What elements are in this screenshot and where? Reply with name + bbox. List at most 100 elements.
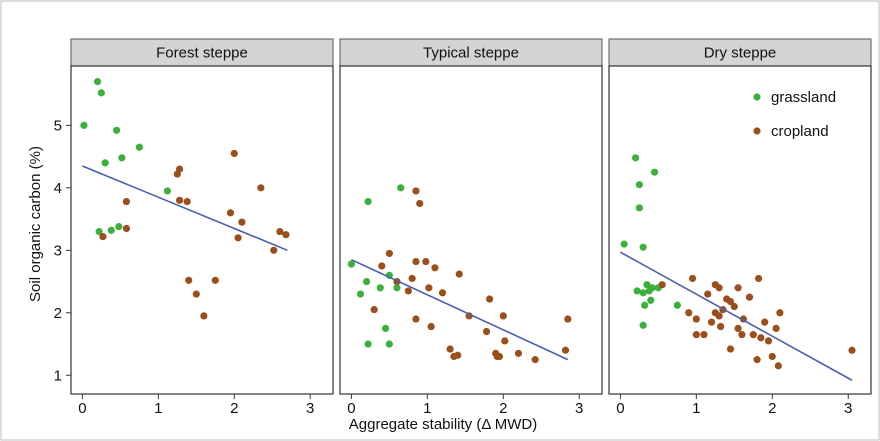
grassland-point	[362, 277, 371, 286]
cropland-point	[99, 232, 107, 241]
cropland-point	[211, 276, 219, 284]
cropland-point	[370, 306, 378, 314]
cropland-point	[704, 290, 712, 298]
grassland-point	[639, 243, 647, 251]
cropland-point	[425, 284, 433, 292]
cropland-point	[412, 187, 420, 195]
x-tick-label: 1	[423, 400, 431, 417]
grassland-point	[381, 324, 390, 332]
cropland-point	[749, 331, 757, 339]
grassland-point	[347, 260, 355, 268]
x-tick-label: 3	[306, 400, 314, 417]
grassland-point	[639, 289, 647, 297]
cropland-point	[772, 324, 780, 332]
cropland-point	[378, 262, 386, 270]
panel-strip	[608, 38, 872, 67]
grassland-point	[635, 181, 643, 189]
cropland-point	[282, 231, 290, 239]
cropland-point	[499, 312, 507, 320]
grassland-point	[647, 296, 655, 304]
cropland-point	[715, 312, 723, 320]
x-tick-label: 3	[844, 400, 852, 417]
panel-title: Forest steppe	[156, 45, 248, 62]
cropland-point	[404, 287, 412, 295]
trend-line	[82, 165, 288, 252]
trend-line	[620, 251, 853, 381]
cropland-point	[753, 356, 761, 364]
cropland-point	[768, 352, 776, 361]
x-tick-label: 2	[230, 400, 238, 417]
grassland-point	[95, 227, 103, 236]
y-tick-label: 2	[54, 305, 62, 322]
legend: grassland cropland	[753, 89, 836, 140]
y-tick-label: 3	[54, 242, 62, 259]
grassland-point	[673, 301, 681, 309]
cropland-point	[412, 257, 420, 266]
grassland-point	[101, 159, 109, 167]
cropland-point	[514, 349, 523, 357]
grassland-point	[620, 240, 628, 248]
grassland-point	[643, 281, 651, 289]
panel-2: Typical steppe 0 1 2 3	[339, 38, 603, 417]
cropland-point	[734, 284, 742, 292]
grassland-point	[115, 222, 123, 231]
x-tick-label: 0	[616, 400, 624, 417]
cropland-point	[431, 264, 439, 272]
cropland-point	[685, 309, 693, 317]
grassland-point	[631, 154, 640, 162]
panel-title: Dry steppe	[704, 45, 777, 62]
legend-cropland-label: cropland	[771, 123, 829, 140]
cropland-point	[226, 209, 235, 217]
grassland-point	[376, 284, 384, 292]
cropland-point	[745, 293, 754, 301]
cropland-point	[200, 312, 208, 320]
cropland-point	[726, 345, 735, 353]
cropland-point	[385, 249, 393, 258]
panel-strip	[70, 38, 334, 67]
cropland-point	[122, 224, 131, 233]
cropland-point	[175, 165, 184, 173]
y-tick-label: 4	[54, 180, 62, 197]
x-tick-label: 3	[575, 400, 583, 417]
grassland-point	[80, 121, 88, 129]
cropland-point	[454, 351, 462, 359]
grassland-point	[163, 187, 172, 195]
cropland-point	[234, 234, 242, 242]
cropland-point	[730, 302, 738, 311]
cropland-point	[486, 295, 494, 303]
x-tick-label: 0	[347, 400, 355, 417]
cropland-point	[774, 362, 782, 370]
grassland-point	[639, 321, 647, 329]
cropland-point	[658, 281, 666, 289]
cropland-point	[408, 274, 416, 283]
cropland-point	[692, 315, 700, 323]
y-axis-title: Soil organic carbon (%)	[27, 146, 44, 302]
y-tick-label: 5	[54, 117, 62, 134]
x-tick-label: 2	[768, 400, 776, 417]
cropland-point	[270, 246, 278, 254]
legend-grassland-label: grassland	[771, 89, 836, 106]
cropland-point	[564, 315, 572, 323]
cropland-point	[734, 324, 742, 332]
cropland-point	[412, 315, 420, 323]
plot-area	[339, 65, 603, 395]
cropland-point	[276, 227, 284, 236]
grassland-point	[648, 284, 656, 292]
cropland-point	[416, 199, 424, 208]
grassland-point	[135, 143, 143, 151]
cropland-point	[848, 346, 856, 354]
cropland-point	[427, 322, 435, 331]
x-tick-label: 2	[499, 400, 507, 417]
cropland-point	[482, 327, 491, 336]
cropland-point	[495, 352, 504, 361]
grassland-point	[112, 126, 121, 134]
x-axis-title: Aggregate stability (Δ MWD)	[349, 416, 537, 433]
x-tick-label: 1	[154, 400, 162, 417]
cropland-point	[715, 284, 723, 292]
grassland-point	[650, 168, 659, 176]
grassland-point	[635, 204, 643, 212]
cropland-point	[230, 149, 238, 158]
